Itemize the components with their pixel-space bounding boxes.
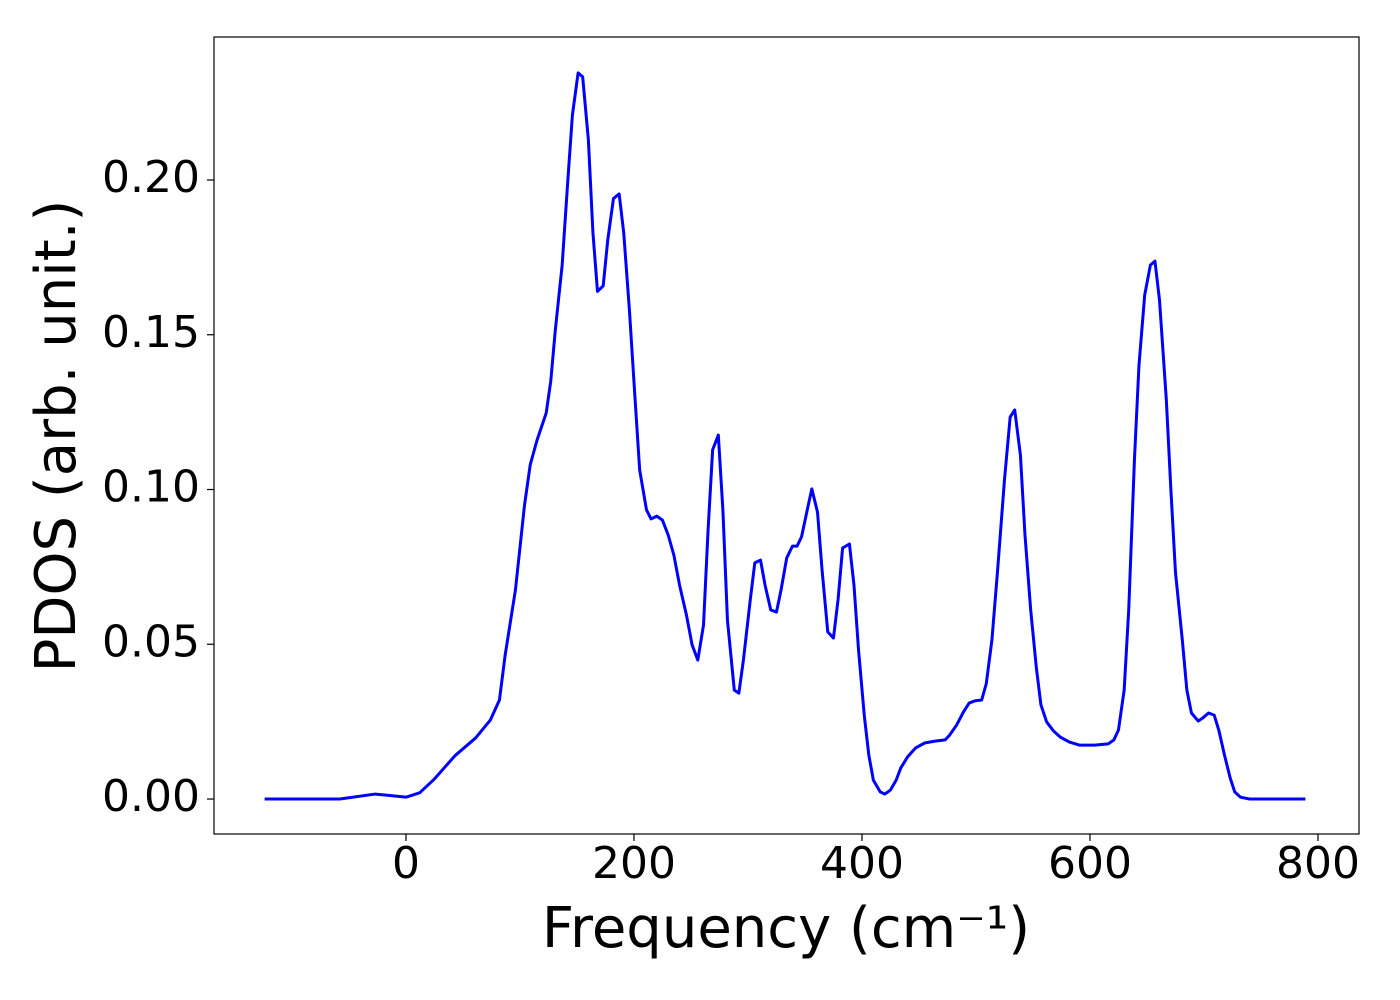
x-tick-label: 0 <box>392 838 420 889</box>
y-tick-label: 0.05 <box>102 616 200 667</box>
x-axis-label: Frequency (cm⁻¹) <box>542 896 1030 961</box>
plot-frame <box>213 36 1360 835</box>
y-tick-label: 0.15 <box>102 307 200 358</box>
x-tick-label: 600 <box>1048 838 1132 889</box>
x-tick-label: 800 <box>1276 838 1360 889</box>
data-line <box>264 71 1306 801</box>
x-tick-label: 200 <box>592 838 676 889</box>
x-tick-label: 400 <box>820 838 904 889</box>
y-tick-label: 0.10 <box>102 462 200 513</box>
y-tick-label: 0.00 <box>102 771 200 822</box>
y-axis-label: PDOS (arb. unit.) <box>24 200 89 673</box>
y-tick-label: 0.20 <box>102 152 200 203</box>
